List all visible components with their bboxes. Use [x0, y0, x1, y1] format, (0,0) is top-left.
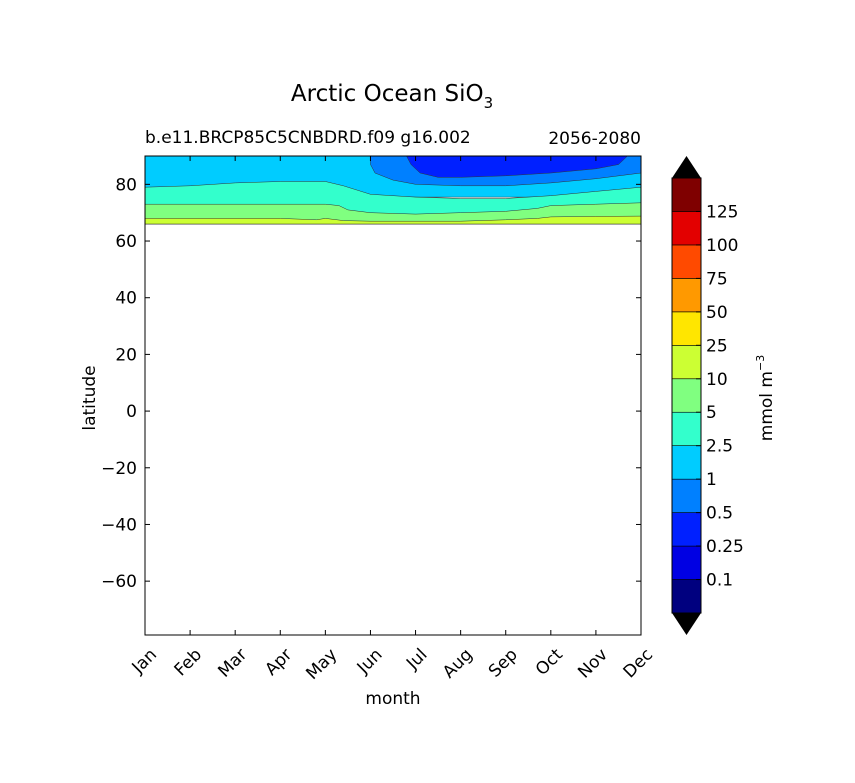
- colorbar-segment: [671, 378, 702, 413]
- colorbar-segment: [671, 478, 702, 513]
- plot-background: [145, 156, 641, 635]
- x-tick-label: Sep: [485, 645, 522, 682]
- x-tick-label: Mar: [214, 645, 251, 682]
- x-tick-label: May: [302, 645, 341, 684]
- colorbar-segment: [671, 512, 702, 547]
- x-tick-label: Aug: [439, 645, 477, 683]
- x-tick-label: Apr: [261, 645, 296, 680]
- y-tick-label: −60: [101, 572, 137, 592]
- y-tick-label: 0: [126, 402, 137, 422]
- colorbar-tick-label: 5: [706, 403, 717, 423]
- colorbar-segment: [671, 445, 702, 480]
- colorbar-extend-bottom: [672, 613, 701, 635]
- y-tick-label: 60: [115, 232, 137, 252]
- colorbar-tick-label: 100: [706, 236, 738, 256]
- colorbar-segment: [671, 579, 702, 614]
- colorbar-segment: [671, 244, 702, 279]
- colorbar: 0.1 0.25 0.5 1 2.5 5 10 25 50 75 100 125: [671, 156, 744, 635]
- colorbar-tick-label: 75: [706, 269, 728, 289]
- x-tick-label: Jul: [402, 645, 431, 674]
- y-axis-ticks: 80 60 40 20 0 −20 −40 −60: [101, 175, 641, 592]
- x-tick-label: Jan: [128, 645, 161, 678]
- x-tick-label: Oct: [532, 645, 567, 680]
- chart-title-subscript: 3: [484, 94, 494, 112]
- colorbar-label-text: mmol m: [757, 371, 777, 441]
- colorbar-segment: [671, 545, 702, 580]
- y-tick-label: −20: [101, 459, 137, 479]
- colorbar-label: mmol m−3: [754, 355, 777, 441]
- colorbar-tick-label: 50: [706, 303, 728, 323]
- colorbar-segment: [671, 211, 702, 246]
- y-axis-label: latitude: [80, 365, 100, 430]
- colorbar-segment: [671, 278, 702, 313]
- chart-subtitle-right: 2056-2080: [548, 129, 641, 149]
- contour-region-3: [145, 215, 641, 225]
- x-axis-label: month: [365, 689, 420, 709]
- colorbar-segment: [671, 177, 702, 212]
- plot-frame: [144, 155, 642, 636]
- colorbar-tick-label: 0.1: [706, 571, 733, 591]
- colorbar-frame: [671, 177, 702, 614]
- colorbar-tick-label: 2.5: [706, 437, 733, 457]
- x-tick-label: Jun: [353, 645, 387, 679]
- y-tick-label: 20: [115, 345, 137, 365]
- chart-title-text: Arctic Ocean SiO: [291, 81, 484, 107]
- y-tick-label: −40: [101, 515, 137, 535]
- colorbar-extend-top: [672, 156, 701, 178]
- colorbar-tick-label: 0.5: [706, 504, 733, 524]
- x-tick-label: Feb: [171, 645, 206, 680]
- colorbar-tick-label: 10: [706, 370, 728, 390]
- colorbar-segment: [671, 311, 702, 346]
- colorbar-tick-label: 125: [706, 202, 738, 222]
- contour-fills: [145, 156, 641, 225]
- colorbar-segment: [671, 411, 702, 446]
- colorbar-segment: [671, 345, 702, 380]
- contour-region-5: [406, 156, 628, 178]
- chart-title: Arctic Ocean SiO3: [291, 81, 493, 112]
- x-tick-label: Nov: [574, 645, 612, 683]
- y-tick-label: 80: [115, 175, 137, 195]
- colorbar-tick-label: 1: [706, 470, 717, 490]
- x-tick-label: Dec: [620, 645, 657, 682]
- colorbar-label-superscript: −3: [754, 355, 767, 371]
- colorbar-tick-label: 25: [706, 336, 728, 356]
- y-tick-label: 40: [115, 289, 137, 309]
- colorbar-tick-label: 0.25: [706, 537, 744, 557]
- chart-subtitle-left: b.e11.BRCP85C5CNBDRD.f09 g16.002: [145, 128, 471, 148]
